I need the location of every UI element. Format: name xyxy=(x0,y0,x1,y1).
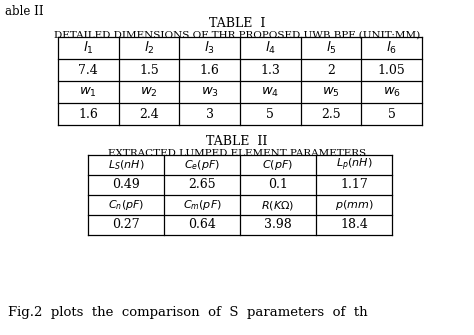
Text: $w_3$: $w_3$ xyxy=(201,85,219,98)
Text: $C_m(pF)$: $C_m(pF)$ xyxy=(182,198,221,212)
Text: $R(K\Omega)$: $R(K\Omega)$ xyxy=(261,199,295,211)
Text: TABLE  II: TABLE II xyxy=(206,135,268,148)
Text: 0.64: 0.64 xyxy=(188,218,216,231)
Text: 0.27: 0.27 xyxy=(112,218,140,231)
Text: 0.49: 0.49 xyxy=(112,179,140,192)
Text: $w_1$: $w_1$ xyxy=(80,85,97,98)
Text: $C_n(pF)$: $C_n(pF)$ xyxy=(108,198,144,212)
Text: $l_5$: $l_5$ xyxy=(326,40,337,56)
Text: 5: 5 xyxy=(266,108,274,121)
Text: Fig.2  plots  the  comparison  of  S  parameters  of  th: Fig.2 plots the comparison of S paramete… xyxy=(8,306,368,319)
Text: EXTRACTED LUMPED ELEMENT PARAMETERS: EXTRACTED LUMPED ELEMENT PARAMETERS xyxy=(108,149,366,158)
Text: $L_p(nH)$: $L_p(nH)$ xyxy=(336,157,372,173)
Text: $l_1$: $l_1$ xyxy=(83,40,94,56)
Text: 0.1: 0.1 xyxy=(268,179,288,192)
Text: 3: 3 xyxy=(206,108,214,121)
Text: 1.3: 1.3 xyxy=(260,64,280,76)
Text: $w_2$: $w_2$ xyxy=(140,85,158,98)
Text: $w_4$: $w_4$ xyxy=(261,85,280,98)
Text: 1.5: 1.5 xyxy=(139,64,159,76)
Text: $w_5$: $w_5$ xyxy=(322,85,340,98)
Text: 1.6: 1.6 xyxy=(78,108,98,121)
Text: 1.6: 1.6 xyxy=(200,64,219,76)
Text: able II: able II xyxy=(5,5,44,18)
Text: $l_6$: $l_6$ xyxy=(386,40,397,56)
Text: 2.65: 2.65 xyxy=(188,179,216,192)
Text: $l_3$: $l_3$ xyxy=(204,40,215,56)
Text: 7.4: 7.4 xyxy=(79,64,98,76)
Text: $L_S(nH)$: $L_S(nH)$ xyxy=(108,158,144,172)
Text: 1.17: 1.17 xyxy=(340,179,368,192)
Text: 18.4: 18.4 xyxy=(340,218,368,231)
Text: $p(mm)$: $p(mm)$ xyxy=(335,198,373,212)
Text: $C_e(pF)$: $C_e(pF)$ xyxy=(184,158,220,172)
Text: 5: 5 xyxy=(388,108,396,121)
Text: $C(pF)$: $C(pF)$ xyxy=(263,158,293,172)
Text: 1.05: 1.05 xyxy=(378,64,406,76)
Text: TABLE  I: TABLE I xyxy=(209,17,265,30)
Text: $w_6$: $w_6$ xyxy=(383,85,401,98)
Text: $l_2$: $l_2$ xyxy=(144,40,155,56)
Text: DETAILED DIMENSIONS OF THR PROPOSED UWB BPF (UNIT:MM): DETAILED DIMENSIONS OF THR PROPOSED UWB … xyxy=(54,31,420,40)
Text: $l_4$: $l_4$ xyxy=(265,40,276,56)
Text: 2: 2 xyxy=(327,64,335,76)
Text: 2.4: 2.4 xyxy=(139,108,159,121)
Text: 2.5: 2.5 xyxy=(321,108,341,121)
Text: 3.98: 3.98 xyxy=(264,218,292,231)
